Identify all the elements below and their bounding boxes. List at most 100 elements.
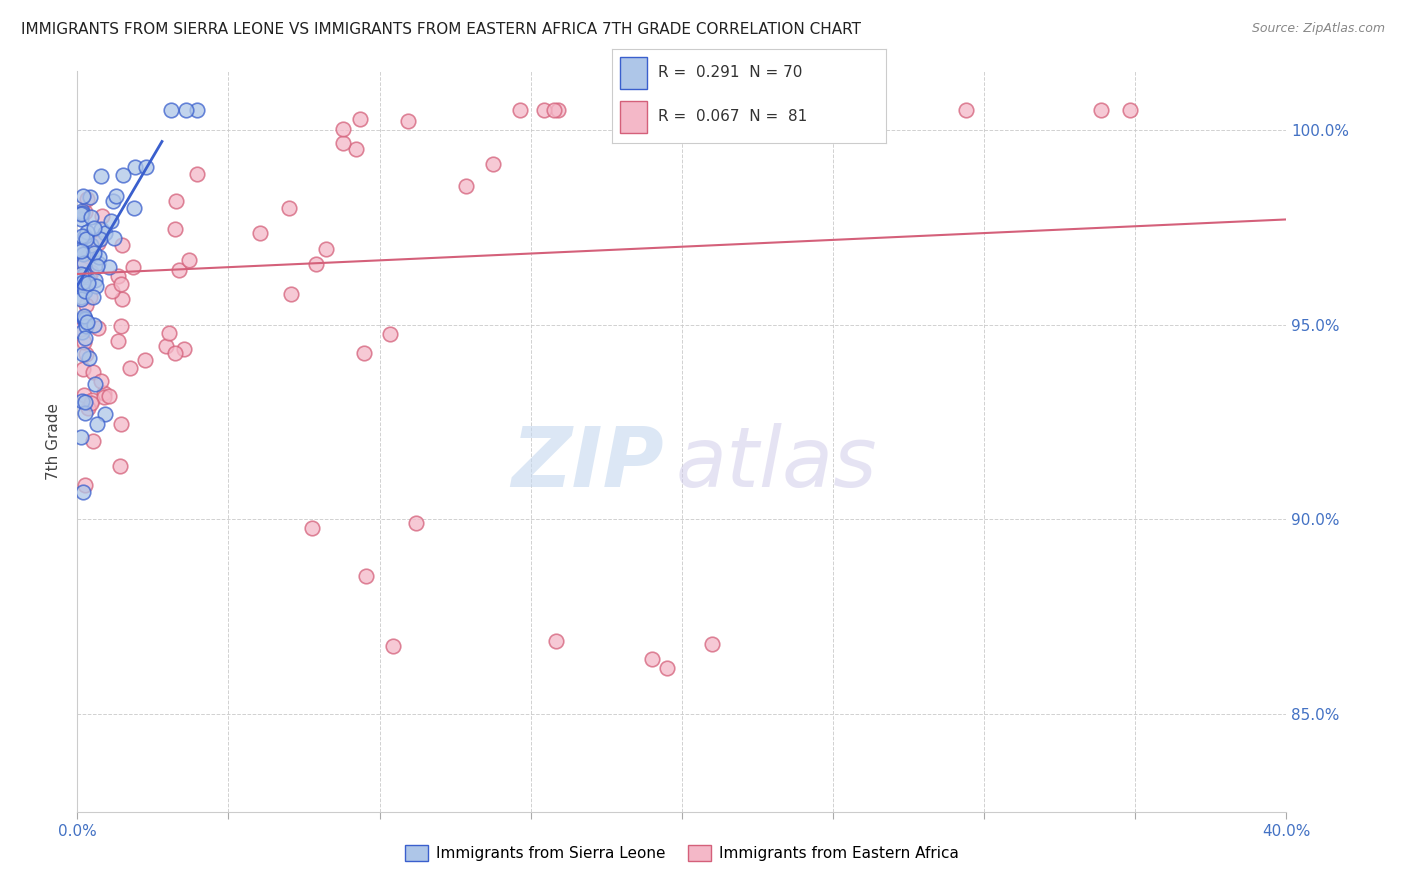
Point	[90, 169, 112, 184]
Point	[76, 273, 98, 287]
Point	[73, 229, 96, 244]
Point	[110, 318, 132, 333]
Point	[165, 194, 187, 208]
Point	[72, 275, 94, 289]
Point	[87, 235, 110, 250]
Point	[80, 210, 103, 224]
Point	[866, 103, 889, 118]
Point	[93, 390, 115, 404]
Point	[641, 652, 664, 666]
Point	[82, 434, 104, 448]
Point	[79, 290, 101, 304]
Point	[77, 277, 100, 291]
Text: Source: ZipAtlas.com: Source: ZipAtlas.com	[1251, 22, 1385, 36]
Point	[533, 103, 555, 118]
Point	[186, 167, 208, 181]
Text: atlas: atlas	[676, 423, 877, 504]
Point	[75, 232, 97, 246]
Point	[301, 521, 323, 535]
Point	[82, 365, 104, 379]
Point	[509, 103, 531, 118]
Point	[70, 207, 93, 221]
Point	[73, 274, 96, 288]
Point	[72, 282, 94, 296]
Point	[396, 113, 419, 128]
Point	[87, 256, 110, 270]
Point	[82, 393, 104, 408]
Point	[91, 210, 114, 224]
Point	[107, 334, 129, 348]
Point	[547, 103, 569, 118]
Point	[70, 205, 93, 219]
Point	[100, 214, 122, 228]
Point	[249, 226, 271, 240]
Point	[72, 189, 94, 203]
Point	[76, 225, 98, 239]
Point	[72, 361, 94, 376]
Point	[70, 292, 93, 306]
Y-axis label: 7th Grade: 7th Grade	[46, 403, 62, 480]
Point	[77, 401, 100, 415]
Point	[110, 237, 132, 252]
Point	[73, 311, 96, 326]
Point	[75, 347, 97, 361]
Point	[110, 417, 132, 432]
Point	[332, 121, 354, 136]
Point	[111, 292, 134, 306]
Point	[72, 484, 94, 499]
Point	[69, 244, 91, 258]
Point	[349, 112, 371, 126]
Point	[75, 319, 97, 334]
Point	[70, 229, 93, 244]
Point	[118, 360, 141, 375]
Text: R =  0.067  N =  81: R = 0.067 N = 81	[658, 109, 807, 124]
Point	[83, 221, 105, 235]
Point	[688, 103, 710, 118]
Point	[76, 192, 98, 206]
Point	[280, 287, 302, 301]
Point	[98, 388, 121, 402]
Point	[83, 273, 105, 287]
Point	[173, 342, 195, 356]
Point	[73, 406, 96, 420]
Point	[70, 267, 93, 281]
Point	[86, 259, 108, 273]
Point	[122, 260, 145, 274]
Point	[104, 189, 127, 203]
Point	[73, 310, 96, 325]
Point	[70, 212, 93, 227]
Point	[546, 633, 568, 648]
Point	[83, 318, 105, 332]
Point	[740, 103, 762, 118]
Point	[90, 222, 112, 236]
Point	[77, 351, 100, 365]
Point	[73, 268, 96, 282]
Bar	[620, 101, 647, 134]
Point	[122, 201, 145, 215]
Point	[75, 395, 97, 409]
Point	[72, 259, 94, 273]
Point	[79, 189, 101, 203]
Text: ZIP: ZIP	[512, 423, 664, 504]
Point	[79, 269, 101, 284]
Point	[75, 284, 97, 298]
Point	[75, 314, 97, 328]
Point	[75, 275, 97, 289]
Point	[75, 331, 97, 345]
Point	[79, 265, 101, 279]
Point	[655, 660, 678, 674]
Point	[72, 388, 94, 402]
Point	[955, 103, 977, 118]
Point	[332, 136, 354, 150]
Point	[1118, 103, 1140, 118]
Point	[124, 160, 146, 174]
Point	[86, 320, 108, 334]
Point	[89, 232, 111, 246]
Point	[789, 103, 811, 118]
Point	[690, 103, 713, 118]
Point	[186, 103, 208, 118]
Point	[353, 346, 375, 360]
Point	[73, 256, 96, 270]
Point	[94, 407, 117, 421]
Legend: Immigrants from Sierra Leone, Immigrants from Eastern Africa: Immigrants from Sierra Leone, Immigrants…	[399, 838, 965, 867]
